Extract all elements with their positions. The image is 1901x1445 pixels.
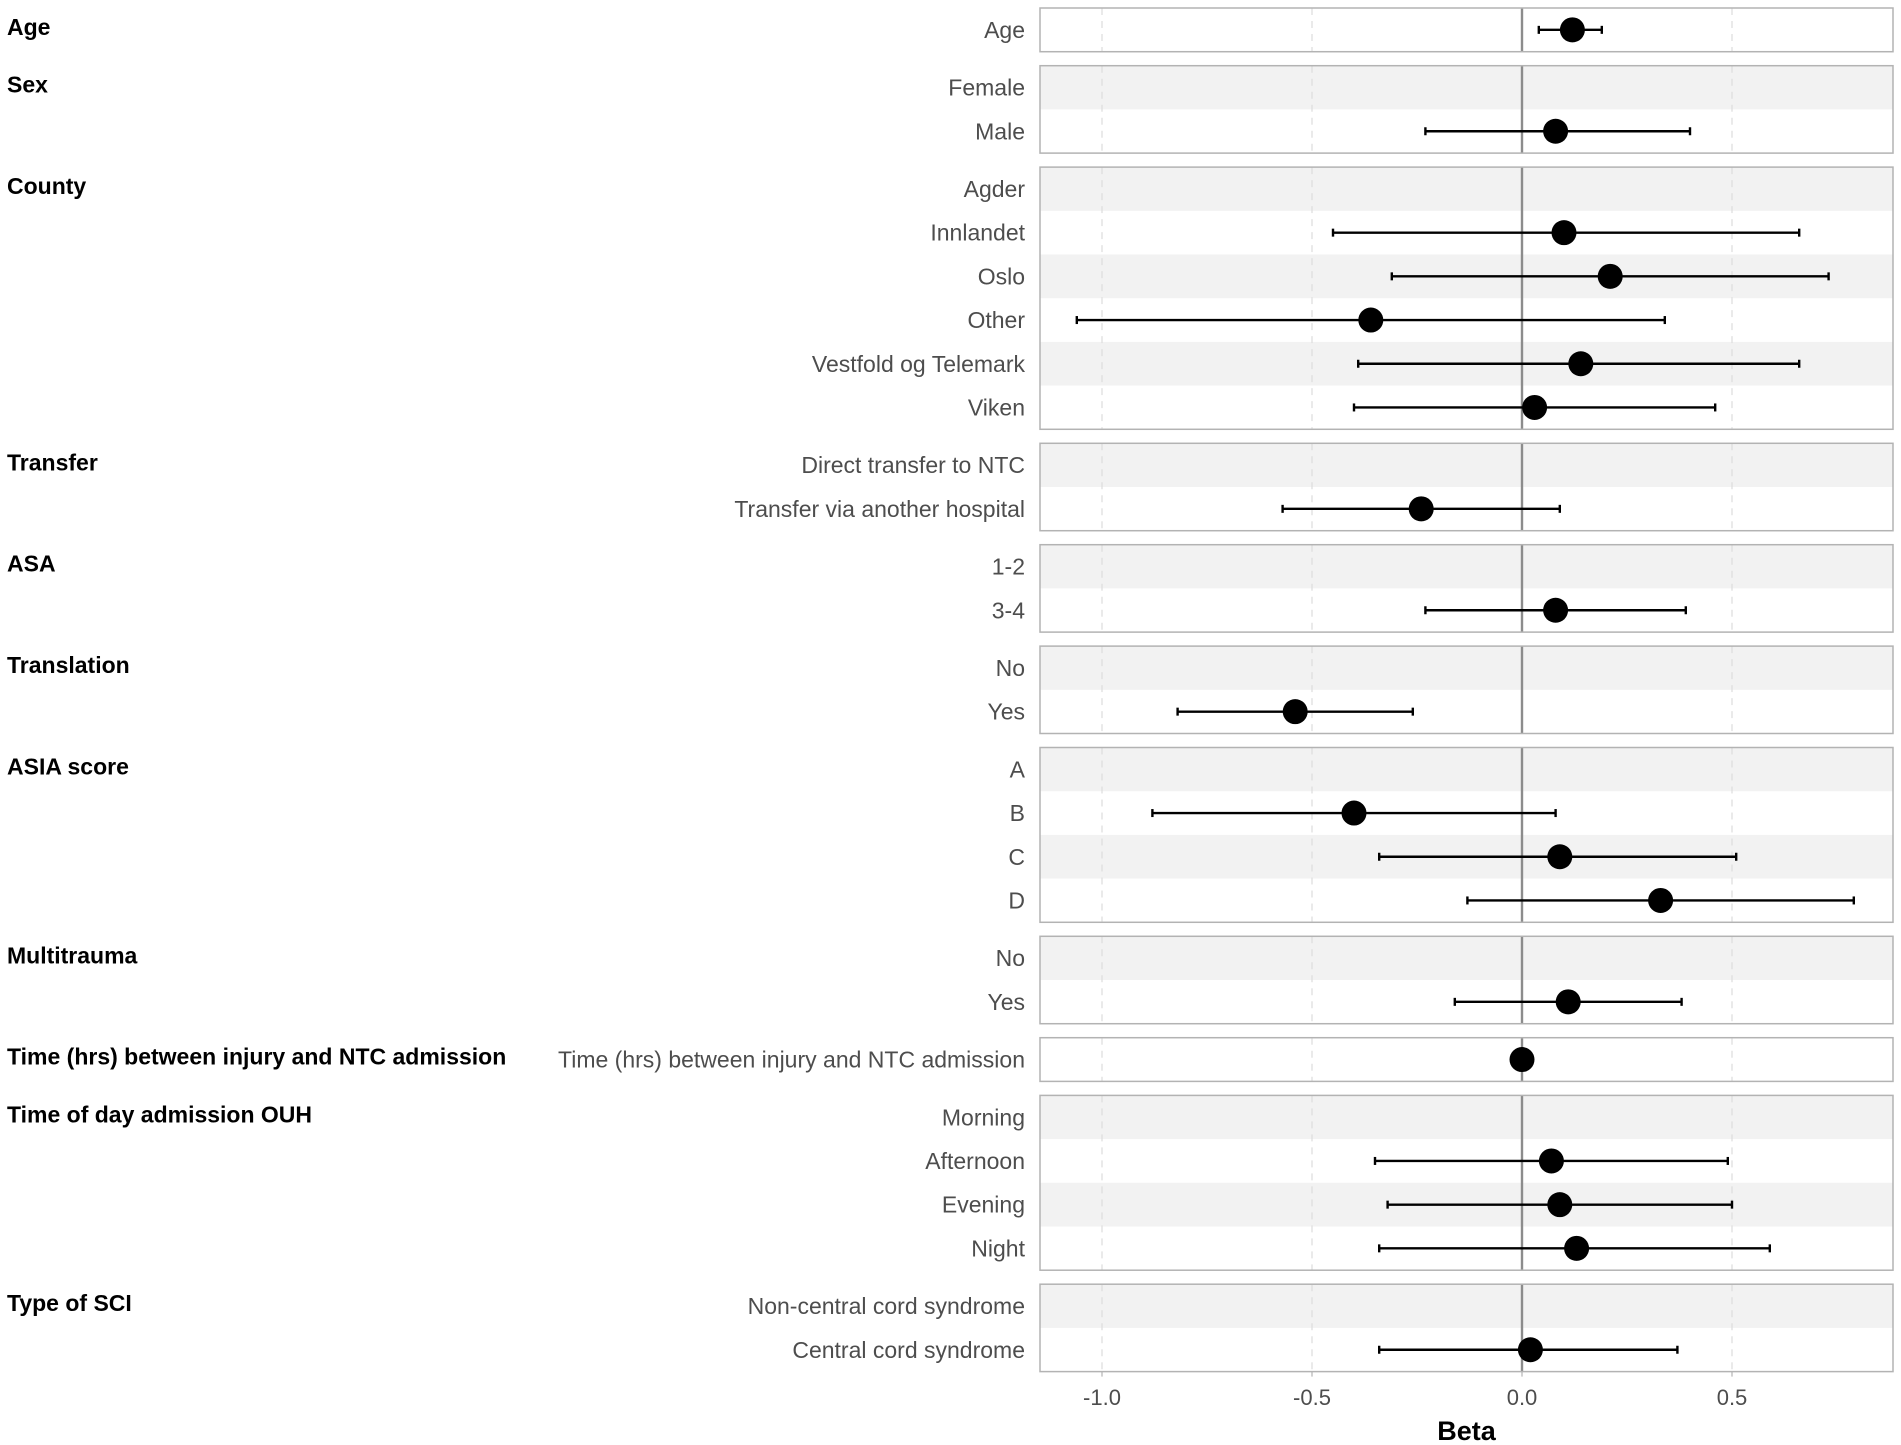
- row-label: Innlandet: [930, 220, 1025, 246]
- x-tick-label: 0.0: [1507, 1385, 1538, 1410]
- row-label: Time (hrs) between injury and NTC admiss…: [558, 1047, 1025, 1073]
- row-label: B: [1010, 800, 1025, 826]
- group-label: Sex: [7, 72, 48, 98]
- estimate-point: [1543, 118, 1569, 144]
- panel-border: [1039, 1283, 1894, 1373]
- estimate-point: [1517, 1337, 1543, 1363]
- row-stripe: [1040, 646, 1893, 690]
- row-label: Night: [971, 1235, 1025, 1261]
- row-label: Evening: [942, 1192, 1025, 1218]
- estimate-point: [1282, 699, 1308, 725]
- row-label: C: [1008, 844, 1025, 870]
- row-label: Female: [948, 75, 1025, 101]
- row-label: Viken: [968, 394, 1025, 420]
- x-tick-label: -1.0: [1083, 1385, 1121, 1410]
- estimate-point: [1597, 263, 1623, 289]
- row-label: Other: [967, 307, 1025, 333]
- group-label: Type of SCI: [7, 1290, 132, 1316]
- panel-border: [1039, 1036, 1894, 1083]
- estimate-point: [1509, 1047, 1535, 1073]
- row-label: Morning: [942, 1104, 1025, 1130]
- row-stripe: [1040, 1095, 1893, 1140]
- estimate-point: [1648, 887, 1674, 913]
- estimate-point: [1358, 307, 1384, 333]
- row-stripe: [1040, 747, 1893, 792]
- row-label: Agder: [964, 176, 1026, 202]
- row-label: Vestfold og Telemark: [812, 351, 1026, 377]
- panel-border: [1039, 166, 1894, 431]
- x-tick-label: -0.5: [1293, 1385, 1331, 1410]
- row-stripe: [1040, 936, 1893, 980]
- row-stripe: [1040, 544, 1893, 589]
- estimate-point: [1547, 1192, 1573, 1218]
- row-label: 1-2: [992, 554, 1025, 580]
- estimate-point: [1522, 394, 1548, 420]
- row-label: Afternoon: [925, 1148, 1025, 1174]
- x-axis-title: Beta: [1437, 1416, 1497, 1445]
- group-label: ASA: [7, 551, 56, 577]
- row-label: A: [1010, 756, 1026, 782]
- estimate-point: [1568, 351, 1594, 377]
- row-stripe: [1040, 65, 1893, 110]
- panel-border: [1039, 746, 1894, 924]
- x-tick-label: 0.5: [1717, 1385, 1748, 1410]
- panel-border: [1039, 935, 1894, 1025]
- row-label: 3-4: [992, 597, 1025, 623]
- estimate-point: [1538, 1148, 1564, 1174]
- group-label: Time (hrs) between injury and NTC admiss…: [7, 1044, 506, 1070]
- row-label: Non-central cord syndrome: [748, 1293, 1025, 1319]
- estimate-point: [1555, 989, 1581, 1015]
- row-label: Age: [984, 17, 1025, 43]
- estimate-point: [1547, 844, 1573, 870]
- panel-border: [1039, 543, 1894, 633]
- row-label: Yes: [987, 989, 1025, 1015]
- panel-border: [1039, 1094, 1894, 1271]
- row-label: Male: [975, 118, 1025, 144]
- estimate-point: [1564, 1235, 1590, 1261]
- estimate-point: [1559, 17, 1585, 43]
- group-label: Multitrauma: [7, 942, 138, 968]
- row-label: D: [1008, 887, 1025, 913]
- estimate-point: [1341, 800, 1367, 826]
- row-label: No: [996, 945, 1025, 971]
- panel-border: [1039, 645, 1894, 735]
- row-stripe: [1040, 443, 1893, 487]
- panel-border: [1039, 442, 1894, 532]
- row-stripe: [1040, 167, 1893, 211]
- row-label: No: [996, 655, 1025, 681]
- group-label: ASIA score: [7, 754, 129, 780]
- estimate-point: [1543, 597, 1569, 623]
- group-label: County: [7, 173, 86, 199]
- estimate-point: [1551, 220, 1577, 246]
- row-label: Transfer via another hospital: [734, 496, 1025, 522]
- group-label: Translation: [7, 652, 130, 678]
- group-label: Age: [7, 14, 50, 40]
- row-stripe: [1040, 1284, 1893, 1328]
- panel-border: [1039, 64, 1894, 154]
- row-label: Oslo: [978, 263, 1025, 289]
- row-label: Central cord syndrome: [792, 1337, 1025, 1363]
- group-label: Time of day admission OUH: [7, 1101, 312, 1127]
- estimate-point: [1408, 496, 1434, 522]
- panel-border: [1039, 7, 1894, 53]
- group-label: Transfer: [7, 449, 98, 475]
- row-label: Direct transfer to NTC: [801, 452, 1025, 478]
- row-label: Yes: [987, 699, 1025, 725]
